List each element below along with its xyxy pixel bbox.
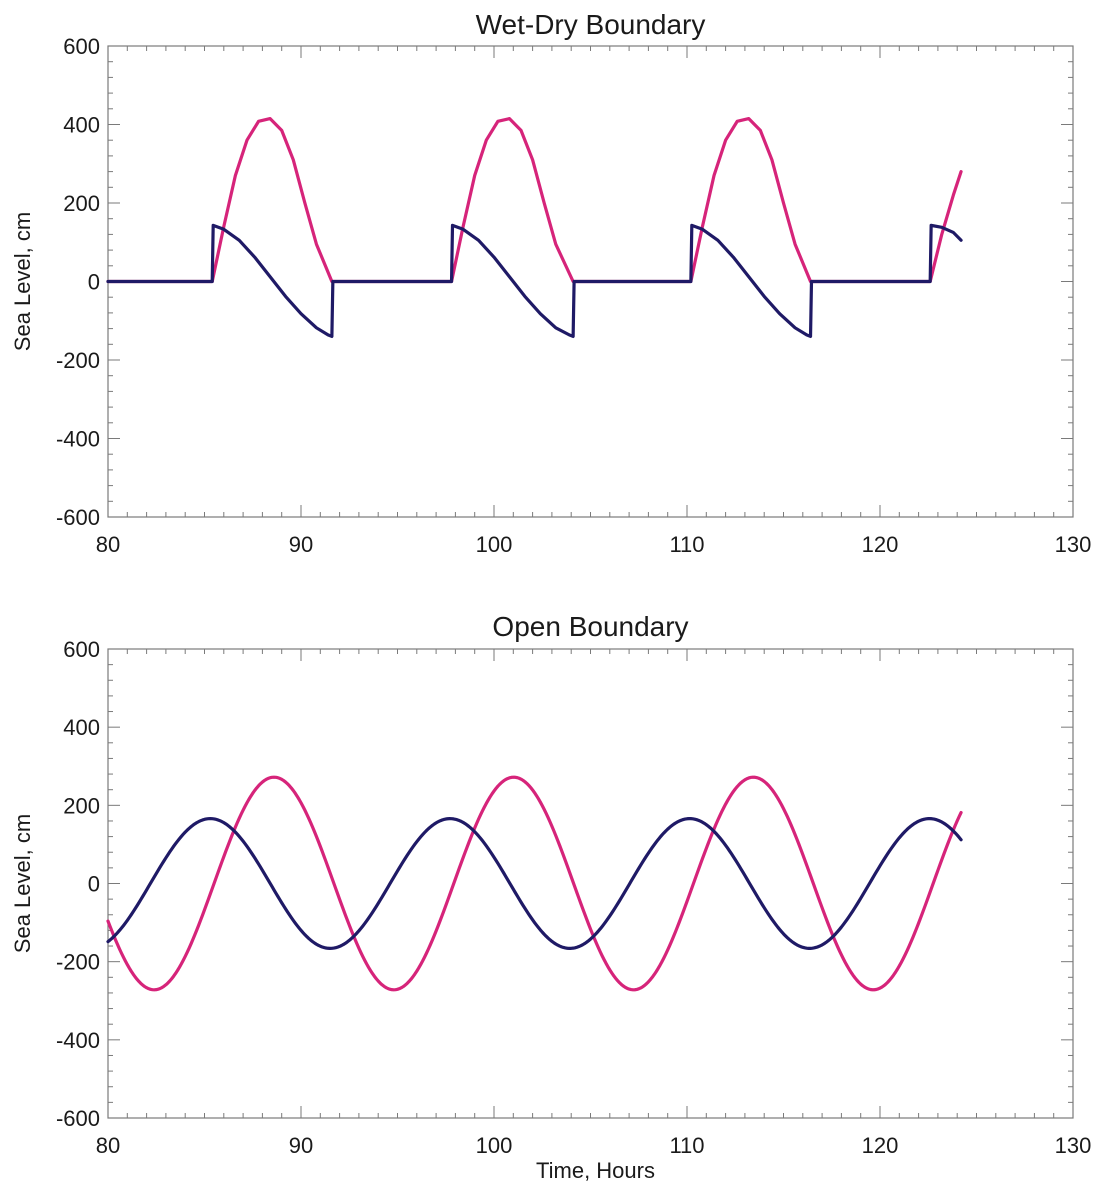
y-tick-label: 600 [63, 637, 100, 662]
x-tick-label: 120 [862, 532, 899, 557]
x-tick-label: 130 [1055, 1133, 1092, 1158]
plot-frame [107, 648, 1074, 1119]
x-tick-label: 80 [96, 532, 120, 557]
y-tick-label: 400 [63, 113, 100, 138]
y-tick-label: -200 [56, 950, 100, 975]
chart-panel-2: 80 90 100 110 120 130 600 400 200 0 -200 -400 -600 Op… [10, 611, 1091, 1183]
x-tick-label: 90 [289, 532, 313, 557]
x-axis-label: Time, Hours [536, 1158, 655, 1183]
y-tick-label: 400 [63, 715, 100, 740]
x-tick-label: 130 [1055, 532, 1092, 557]
x-tick-label: 110 [669, 1133, 704, 1158]
chart-panel-1: 80 90 100 110 120 130 600 400 200 0 -200 -400 -600 We… [10, 9, 1091, 557]
y-axis-label: Sea Level, cm [10, 212, 35, 351]
y-tick-label: -400 [56, 427, 100, 452]
series-line-1 [106, 775, 963, 992]
y-tick-label: 200 [63, 793, 100, 818]
x-tick-label: 100 [476, 532, 513, 557]
y-tick-label: -600 [56, 1106, 100, 1131]
x-tick-label: 80 [96, 1133, 120, 1158]
y-tick-label: -200 [56, 348, 100, 373]
x-tick-label: 120 [862, 1133, 899, 1158]
y-tick-label: -400 [56, 1028, 100, 1053]
series-line-1 [106, 117, 963, 284]
chart-title: Wet-Dry Boundary [476, 9, 706, 40]
series-line-2 [106, 817, 963, 950]
y-tick-label: 200 [63, 191, 100, 216]
x-tick-label: 100 [476, 1133, 513, 1158]
x-tick-label: 110 [669, 532, 704, 557]
y-tick-label: -600 [56, 505, 100, 530]
y-tick-label: 600 [63, 34, 100, 59]
y-axis-label: Sea Level, cm [10, 814, 35, 953]
chart-title: Open Boundary [492, 611, 688, 642]
y-tick-label: 0 [88, 872, 100, 897]
series-line-2 [106, 223, 963, 339]
y-tick-label: 0 [88, 270, 100, 295]
x-tick-label: 90 [289, 1133, 313, 1158]
